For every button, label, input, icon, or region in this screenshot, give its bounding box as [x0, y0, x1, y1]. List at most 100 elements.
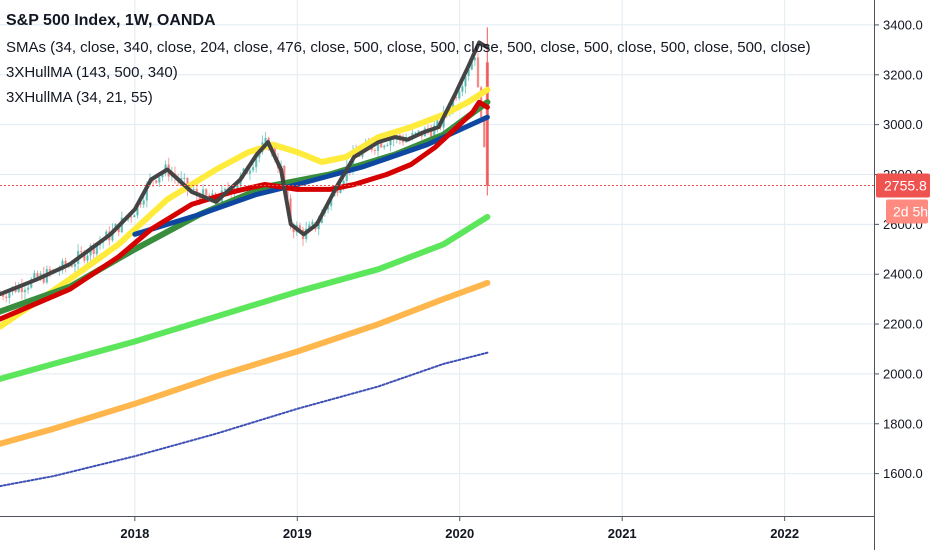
- candle-body: [339, 187, 342, 193]
- chart-legend: S&P 500 Index, 1W, OANDA SMAs (34, close…: [6, 10, 811, 110]
- candle-body: [186, 177, 189, 189]
- candle-body: [48, 269, 52, 272]
- candle-body: [454, 97, 458, 99]
- candle-body: [8, 291, 11, 298]
- candle-body: [86, 255, 89, 261]
- series-line: [0, 279, 491, 447]
- candle-body: [464, 76, 467, 87]
- time-tick-label: 2018: [120, 526, 149, 541]
- candle-body: [64, 260, 67, 267]
- candle-body: [26, 287, 30, 290]
- candle-body: [458, 91, 461, 99]
- candle-body: [161, 173, 164, 178]
- candle-body: [223, 188, 227, 191]
- candle-body: [286, 186, 289, 199]
- candle-body: [236, 184, 239, 189]
- candle-body: [473, 57, 477, 61]
- candle-body: [83, 252, 86, 261]
- candle-body: [80, 251, 83, 253]
- countdown-tag: [886, 199, 928, 224]
- last-price-tag: [876, 173, 930, 198]
- time-axis-bg: [0, 516, 874, 550]
- candle-body: [5, 296, 8, 298]
- time-tick-label: 2020: [445, 526, 474, 541]
- price-axis[interactable]: 1600.01800.02000.02200.02400.02600.02800…: [874, 0, 932, 550]
- series-line: [0, 86, 491, 330]
- candle-body: [436, 120, 439, 126]
- candle-body: [179, 177, 183, 181]
- candle-body: [155, 180, 158, 183]
- candle-body: [345, 166, 348, 181]
- candle-body: [467, 69, 470, 77]
- candle-body: [73, 263, 77, 267]
- price-tick-label: 3400.0: [883, 17, 923, 32]
- price-tick-label: 1800.0: [883, 416, 923, 431]
- time-axis[interactable]: 2018 2019 2020 2021 2022: [0, 516, 874, 550]
- candle-body: [386, 145, 389, 147]
- candle-body: [36, 273, 39, 279]
- series-line: [0, 40, 490, 297]
- candle-body: [254, 157, 258, 168]
- candle-body: [130, 216, 133, 218]
- series-line: [0, 99, 490, 322]
- candle-body: [461, 86, 464, 92]
- candle-body: [470, 60, 473, 70]
- price-tick-label: 1600.0: [883, 466, 923, 481]
- candle-body: [204, 189, 208, 196]
- candle-body: [258, 151, 261, 158]
- candle-body: [17, 285, 20, 292]
- price-tick-label: 2400.0: [883, 267, 923, 282]
- candle-body: [389, 139, 392, 146]
- candle-body: [308, 224, 311, 229]
- candle-body: [451, 97, 455, 110]
- price-tick-label: 3200.0: [883, 67, 923, 82]
- candle-body: [145, 183, 149, 201]
- plot-area: [0, 0, 874, 516]
- time-tick-label: 2021: [608, 526, 637, 541]
- candle-body: [336, 188, 339, 193]
- candle-body: [23, 289, 27, 293]
- price-tick-label: 2200.0: [883, 317, 923, 332]
- price-axis-bg: [874, 0, 932, 550]
- candle-body: [373, 150, 377, 152]
- price-tick-label: 3000.0: [883, 117, 923, 132]
- candle-body: [417, 130, 420, 133]
- candle-body: [283, 165, 286, 187]
- candle-body: [414, 132, 417, 134]
- legend-hullma-2[interactable]: 3XHullMA (34, 21, 55): [6, 89, 153, 106]
- series-line: [0, 351, 489, 488]
- series-lines: [0, 40, 491, 488]
- candle-body: [298, 225, 302, 230]
- grid-lines: [0, 0, 874, 516]
- time-tick-label: 2022: [770, 526, 799, 541]
- candle-body: [70, 265, 74, 267]
- candle-body: [33, 273, 36, 280]
- candle-body: [92, 245, 95, 255]
- candle-body: [251, 167, 255, 171]
- candle-body: [136, 202, 139, 216]
- symbol-title[interactable]: S&P 500 Index, 1W, OANDA: [6, 12, 216, 29]
- candle-body: [311, 221, 314, 225]
- candle-body: [158, 177, 161, 183]
- legend-hullma-1[interactable]: 3XHullMA (143, 500, 340): [6, 64, 178, 81]
- candle-body: [198, 194, 202, 203]
- candle-body: [476, 57, 480, 88]
- candle-body: [317, 223, 320, 230]
- candle-body: [429, 130, 433, 137]
- candle-body: [264, 138, 267, 143]
- series-line: [132, 114, 490, 237]
- candle-body: [142, 200, 145, 205]
- candle-body: [192, 189, 195, 191]
- candle-body: [133, 215, 136, 218]
- last-price-marker: 2755.8 2d 5h: [0, 173, 930, 224]
- candle-body: [248, 170, 252, 174]
- price-tick-label: 2000.0: [883, 366, 923, 381]
- candle-body: [183, 177, 186, 179]
- candle-body: [379, 141, 383, 148]
- legend-smas[interactable]: SMAs (34, close, 340, close, 204, close,…: [6, 39, 811, 56]
- last-price-value: 2755.8: [884, 178, 927, 194]
- countdown-value: 2d 5h: [893, 204, 928, 220]
- candle-body: [485, 62, 489, 186]
- candle-body: [383, 145, 386, 148]
